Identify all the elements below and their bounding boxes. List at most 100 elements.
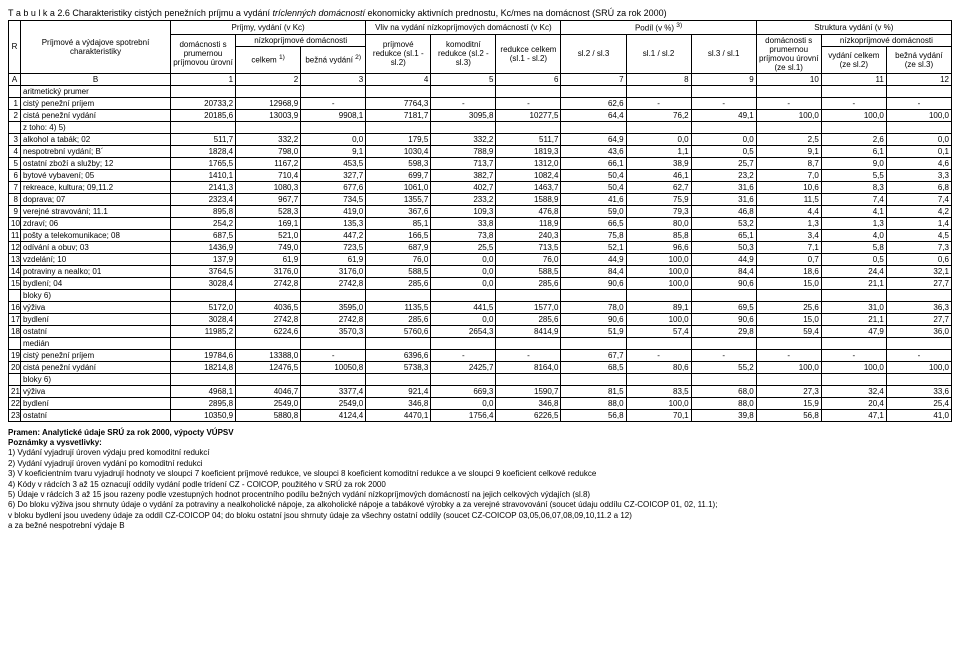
cell: 5,8 (821, 241, 886, 253)
cell: - (886, 97, 951, 109)
row-index: 5 (9, 157, 21, 169)
row-label: bydlení (21, 397, 171, 409)
cell: 1135,5 (366, 301, 431, 313)
cell: 4,2 (886, 205, 951, 217)
row-index: 10 (9, 217, 21, 229)
cell: 36,3 (886, 301, 951, 313)
cell (626, 289, 691, 301)
cell: 1,3 (821, 217, 886, 229)
footnote-line: v bloku bydlení jsou uvedeny údaje za od… (8, 511, 952, 521)
cell: 100,0 (886, 109, 951, 121)
cell: 51,9 (561, 325, 626, 337)
cell: 0,7 (756, 253, 821, 265)
cell: 66,5 (561, 217, 626, 229)
table-row: aritmetický prumer (9, 85, 952, 97)
table-row: 19cistý penežní príjem19784,613388,0-639… (9, 349, 952, 361)
cell: 29,8 (691, 325, 756, 337)
cell: 0,6 (886, 253, 951, 265)
cell: 588,5 (496, 265, 561, 277)
cell: 11985,2 (171, 325, 236, 337)
cell (301, 121, 366, 133)
row-index: 7 (9, 181, 21, 193)
cell: 441,5 (431, 301, 496, 313)
hdr-a2b: bežná vydání 2) (301, 46, 366, 73)
cell: 0,0 (431, 397, 496, 409)
cell: 32,1 (886, 265, 951, 277)
cell: 3176,0 (301, 265, 366, 277)
cell: 1819,3 (496, 145, 561, 157)
table-row: bloky 6) (9, 289, 952, 301)
table-row: 23ostatní10350,95880,84124,44470,11756,4… (9, 409, 952, 421)
cell (431, 337, 496, 349)
cell: 1590,7 (496, 385, 561, 397)
cell: 2742,8 (236, 277, 301, 289)
row-label: cistý penežní príjem (21, 97, 171, 109)
cell: 78,0 (561, 301, 626, 313)
cell (561, 121, 626, 133)
cell (626, 337, 691, 349)
cell: 27,7 (886, 277, 951, 289)
table-row: 15bydlení; 043028,42742,82742,8285,60,02… (9, 277, 952, 289)
cell: 2549,0 (236, 397, 301, 409)
cell: - (496, 349, 561, 361)
cell: 20,4 (821, 397, 886, 409)
hdr-char: Príjmové a výdajove spotrební charakteri… (21, 21, 171, 74)
row-label: z toho: 4) 5) (21, 121, 171, 133)
cell: 55,2 (691, 361, 756, 373)
cell: 64,4 (561, 109, 626, 121)
cell: 723,5 (301, 241, 366, 253)
col-num: 1 (171, 73, 236, 85)
cell (171, 337, 236, 349)
cell: 9908,1 (301, 109, 366, 121)
data-table: R Príjmové a výdajove spotrební charakte… (8, 20, 952, 422)
cell: 52,1 (561, 241, 626, 253)
cell: 5880,8 (236, 409, 301, 421)
cell (886, 85, 951, 97)
cell: 1030,4 (366, 145, 431, 157)
cell: 33,6 (886, 385, 951, 397)
cell (301, 337, 366, 349)
cell: 7764,3 (366, 97, 431, 109)
cell: 713,5 (496, 241, 561, 253)
cell: 3028,4 (171, 313, 236, 325)
cell (821, 85, 886, 97)
cell: 11,5 (756, 193, 821, 205)
cell: 70,1 (626, 409, 691, 421)
cell (496, 121, 561, 133)
cell: 7,4 (886, 193, 951, 205)
cell: 27,7 (886, 313, 951, 325)
cell: 24,4 (821, 265, 886, 277)
cell: 1765,5 (171, 157, 236, 169)
table-row: 8doprava; 072323,4967,7734,51355,7233,21… (9, 193, 952, 205)
cell: 57,4 (626, 325, 691, 337)
cell: 59,0 (561, 205, 626, 217)
row-index (9, 289, 21, 301)
cell (431, 85, 496, 97)
hdr-d2-top: nízkopríjmové domácnosti (821, 34, 951, 46)
cell: 36,0 (886, 325, 951, 337)
cell (756, 337, 821, 349)
row-label: bydlení; 04 (21, 277, 171, 289)
cell (756, 121, 821, 133)
cell: 0,0 (301, 133, 366, 145)
cell (561, 85, 626, 97)
cell (236, 337, 301, 349)
cell: 135,3 (301, 217, 366, 229)
cell: 10350,9 (171, 409, 236, 421)
row-label: rekreace, kultura; 09,11.2 (21, 181, 171, 193)
cell: 20733,2 (171, 97, 236, 109)
cell: 4,0 (821, 229, 886, 241)
cell: 84,4 (691, 265, 756, 277)
cell: 9,0 (821, 157, 886, 169)
cell (301, 373, 366, 385)
cell: 332,2 (431, 133, 496, 145)
cell: 56,8 (561, 409, 626, 421)
footnote-line: 6) Do bloku výživa jsou shrnuty údaje o … (8, 500, 952, 510)
hdr-a1: domácnosti s prumernou príjmovou úrovní (171, 34, 236, 73)
col-num: 8 (626, 73, 691, 85)
cell: 6,8 (886, 181, 951, 193)
cell: 3570,3 (301, 325, 366, 337)
cell: 588,5 (366, 265, 431, 277)
row-index: 14 (9, 265, 21, 277)
cell: 10277,5 (496, 109, 561, 121)
